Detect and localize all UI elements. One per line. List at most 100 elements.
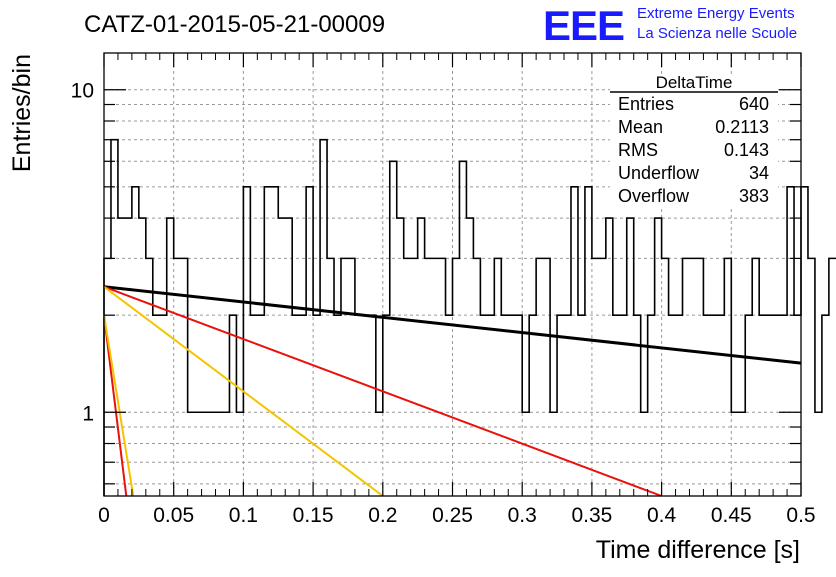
- brand-line-2: La Scienza nelle Scuole: [637, 25, 797, 42]
- brand-line-1: Extreme Energy Events: [637, 5, 795, 22]
- histogram-bin: [710, 315, 717, 496]
- histogram-bin: [515, 315, 522, 496]
- histogram-bin: [501, 315, 508, 496]
- histogram-bin: [564, 315, 571, 496]
- x-axis-label: Time difference [s]: [596, 536, 800, 564]
- fit-line-red: [104, 315, 126, 496]
- x-tick-label: 0.3: [508, 504, 537, 527]
- histogram-bin: [362, 315, 369, 496]
- histogram-bin: [404, 258, 411, 496]
- histogram-bin: [146, 258, 153, 496]
- x-tick-label: 0.05: [153, 504, 194, 527]
- histogram-bin: [132, 187, 139, 496]
- histogram-bin: [446, 315, 453, 496]
- histogram-bin: [627, 218, 634, 496]
- histogram-bin: [104, 258, 111, 496]
- histogram-bin: [494, 258, 501, 496]
- histogram-bin: [689, 258, 696, 496]
- stats-value: 0.143: [724, 140, 769, 160]
- histogram-bin: [473, 258, 480, 496]
- histogram-bin: [167, 218, 174, 496]
- histogram-bin: [794, 315, 801, 496]
- histogram-bin: [313, 315, 320, 496]
- x-tick-label: 0: [98, 504, 110, 527]
- histogram-bin: [348, 258, 355, 496]
- histogram-bin: [683, 258, 690, 496]
- histogram-bin: [459, 161, 466, 496]
- histogram-bin: [543, 258, 550, 496]
- histogram-bin: [453, 258, 460, 496]
- stats-value: 383: [739, 186, 769, 206]
- histogram-bin: [411, 258, 418, 496]
- histogram-bin: [808, 258, 815, 496]
- histogram-bin: [571, 187, 578, 496]
- histogram-bin: [703, 315, 710, 496]
- stats-label: RMS: [618, 140, 658, 160]
- histogram-bin: [355, 315, 362, 496]
- x-tick-label: 0.45: [711, 504, 752, 527]
- histogram-bin: [829, 258, 836, 496]
- histogram-bin: [780, 315, 787, 496]
- histogram-bin: [536, 258, 543, 496]
- histogram-bin: [787, 187, 794, 496]
- histogram-bin: [480, 315, 487, 496]
- histogram-bin: [578, 315, 585, 496]
- histogram-bin: [160, 315, 167, 496]
- histogram-bin: [634, 315, 641, 496]
- histogram-bin: [815, 412, 822, 496]
- histogram-bin: [766, 315, 773, 496]
- histogram-bin: [418, 218, 425, 496]
- eee-logo: EEE Extreme Energy Events La Scienza nel…: [543, 2, 797, 49]
- histogram-bin: [508, 315, 515, 496]
- y-tick-label: 10: [71, 80, 94, 103]
- fit-line-yellow: [104, 315, 133, 496]
- y-axis-label: Entries/bin: [8, 54, 36, 172]
- stats-title: DeltaTime: [656, 73, 733, 92]
- histogram-bin: [759, 315, 766, 496]
- stats-label: Entries: [618, 94, 674, 114]
- histogram-bin: [669, 315, 676, 496]
- histogram-bin: [383, 315, 390, 496]
- x-tick-label: 0.35: [571, 504, 612, 527]
- histogram-bin: [320, 140, 327, 496]
- histogram-bin: [662, 258, 669, 496]
- histogram-bin: [299, 315, 306, 496]
- histogram-bin: [676, 315, 683, 496]
- histogram-bin: [271, 187, 278, 496]
- histogram-bin: [397, 218, 404, 496]
- y-tick-label: 1: [82, 402, 94, 425]
- histogram-bin: [278, 218, 285, 496]
- histogram-bin: [696, 258, 703, 496]
- histogram-bin: [801, 187, 808, 496]
- x-tick-label: 0.4: [647, 504, 677, 527]
- histogram-bin: [592, 258, 599, 496]
- x-tick-label: 0.25: [432, 504, 473, 527]
- histogram-bin: [264, 187, 271, 496]
- histogram-bin: [432, 258, 439, 496]
- histogram-bin: [529, 315, 536, 496]
- stats-label: Mean: [618, 117, 663, 137]
- histogram-bin: [306, 187, 313, 496]
- logo-text: EEE: [543, 2, 624, 49]
- x-tick-label: 0.2: [368, 504, 397, 527]
- histogram-bin: [153, 315, 160, 496]
- histogram-bin: [655, 218, 662, 496]
- histogram-bin: [745, 315, 752, 496]
- histogram-bin: [466, 218, 473, 496]
- stats-value: 0.2113: [715, 117, 769, 137]
- histogram-bin: [229, 315, 236, 496]
- stats-value: 640: [739, 94, 769, 114]
- histogram-bin: [334, 315, 341, 496]
- x-tick-label: 0.15: [293, 504, 334, 527]
- histogram-bin: [439, 258, 446, 496]
- histogram-bin: [425, 258, 432, 496]
- histogram-bin: [648, 315, 655, 496]
- histogram-bin: [724, 258, 731, 496]
- stats-value: 34: [749, 163, 769, 183]
- stats-label: Overflow: [618, 186, 690, 206]
- histogram-bin: [327, 258, 334, 496]
- histogram-bin: [390, 161, 397, 496]
- histogram-bin: [139, 218, 146, 496]
